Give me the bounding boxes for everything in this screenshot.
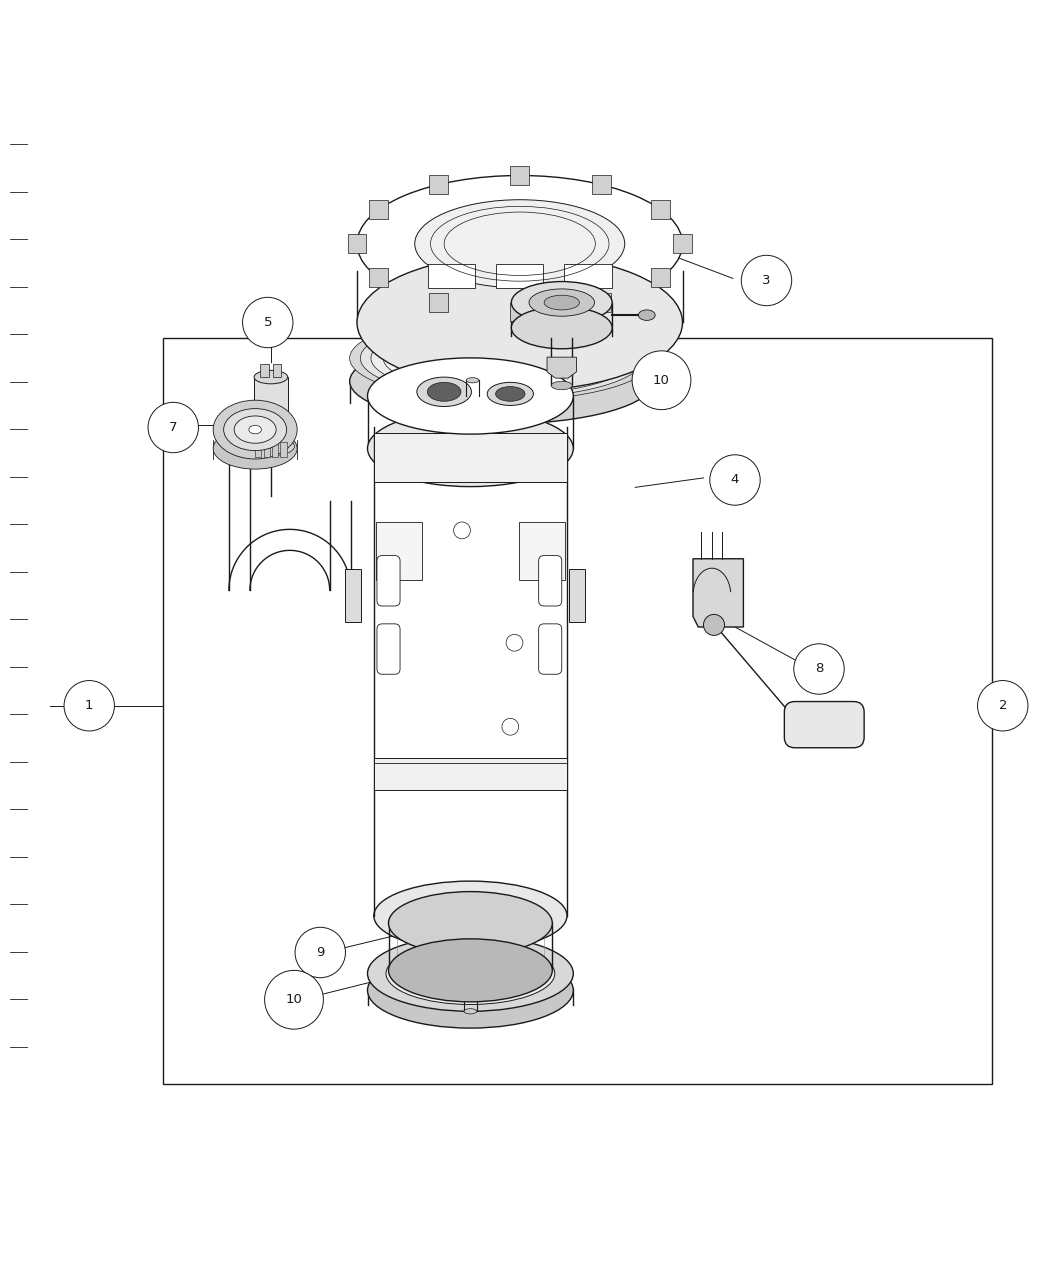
Ellipse shape <box>360 319 644 398</box>
Polygon shape <box>693 558 743 627</box>
Ellipse shape <box>213 428 297 469</box>
Text: 10: 10 <box>653 374 670 386</box>
Circle shape <box>741 255 792 306</box>
Bar <box>345 569 361 622</box>
Ellipse shape <box>251 428 291 444</box>
Ellipse shape <box>511 307 612 349</box>
Ellipse shape <box>224 408 287 450</box>
Bar <box>510 166 529 185</box>
Circle shape <box>506 635 523 652</box>
Bar <box>496 264 544 288</box>
Bar <box>591 293 610 312</box>
Bar <box>673 235 692 254</box>
Ellipse shape <box>464 1009 477 1014</box>
Circle shape <box>502 718 519 736</box>
Ellipse shape <box>234 416 276 444</box>
Circle shape <box>265 970 323 1029</box>
Polygon shape <box>547 357 576 379</box>
Circle shape <box>243 297 293 348</box>
Circle shape <box>710 455 760 505</box>
Ellipse shape <box>551 381 572 390</box>
Ellipse shape <box>496 386 525 402</box>
Text: 9: 9 <box>316 946 324 959</box>
Text: 2: 2 <box>999 699 1007 713</box>
Ellipse shape <box>383 325 621 391</box>
Text: 7: 7 <box>169 421 177 434</box>
Ellipse shape <box>386 942 554 1005</box>
Ellipse shape <box>248 437 294 455</box>
Ellipse shape <box>417 377 471 407</box>
Bar <box>163 338 992 1084</box>
Bar <box>370 269 388 287</box>
Bar <box>651 200 670 219</box>
Bar <box>592 175 611 194</box>
Bar <box>255 442 261 456</box>
Circle shape <box>632 351 691 409</box>
Text: 3: 3 <box>762 274 771 287</box>
FancyBboxPatch shape <box>539 623 562 674</box>
FancyBboxPatch shape <box>784 701 864 747</box>
Ellipse shape <box>511 282 612 324</box>
Ellipse shape <box>388 891 552 955</box>
Circle shape <box>978 681 1028 731</box>
Bar <box>565 264 612 288</box>
Ellipse shape <box>374 881 567 950</box>
Bar <box>519 521 565 580</box>
Bar <box>428 264 475 288</box>
Bar <box>264 442 270 456</box>
Ellipse shape <box>368 411 573 487</box>
Bar <box>254 377 288 427</box>
Circle shape <box>794 644 844 694</box>
Text: 4: 4 <box>731 473 739 487</box>
Bar <box>374 759 567 789</box>
Ellipse shape <box>466 377 479 382</box>
Bar <box>260 365 269 377</box>
Ellipse shape <box>427 382 461 402</box>
Ellipse shape <box>350 316 654 400</box>
Circle shape <box>64 681 114 731</box>
FancyBboxPatch shape <box>377 556 400 606</box>
FancyBboxPatch shape <box>377 623 400 674</box>
Bar <box>569 569 585 622</box>
Ellipse shape <box>350 339 654 423</box>
Bar <box>376 521 422 580</box>
Ellipse shape <box>544 296 580 310</box>
Bar <box>273 365 281 377</box>
Bar <box>374 427 567 915</box>
Ellipse shape <box>529 289 594 316</box>
Bar <box>429 175 448 194</box>
Ellipse shape <box>487 382 533 405</box>
Bar <box>429 293 448 312</box>
Bar <box>374 432 567 482</box>
Bar <box>280 442 287 456</box>
Circle shape <box>295 927 345 978</box>
Bar <box>348 235 366 254</box>
Ellipse shape <box>371 321 633 395</box>
Circle shape <box>454 521 470 539</box>
Circle shape <box>704 615 724 635</box>
Bar <box>370 200 388 219</box>
Ellipse shape <box>249 426 261 434</box>
Ellipse shape <box>415 200 625 288</box>
FancyBboxPatch shape <box>539 556 562 606</box>
Text: 5: 5 <box>264 316 272 329</box>
Circle shape <box>148 403 198 453</box>
Ellipse shape <box>388 938 552 1002</box>
Bar <box>510 302 529 321</box>
Ellipse shape <box>395 329 608 388</box>
Ellipse shape <box>213 400 297 459</box>
Bar <box>651 269 670 287</box>
Ellipse shape <box>638 310 655 320</box>
Text: 8: 8 <box>815 663 823 676</box>
Ellipse shape <box>368 936 573 1011</box>
Ellipse shape <box>357 254 682 390</box>
Ellipse shape <box>368 358 573 434</box>
Text: 10: 10 <box>286 993 302 1006</box>
Bar <box>272 442 278 456</box>
Text: 1: 1 <box>85 699 93 713</box>
Ellipse shape <box>254 370 288 384</box>
Ellipse shape <box>368 952 573 1028</box>
Ellipse shape <box>357 176 682 312</box>
